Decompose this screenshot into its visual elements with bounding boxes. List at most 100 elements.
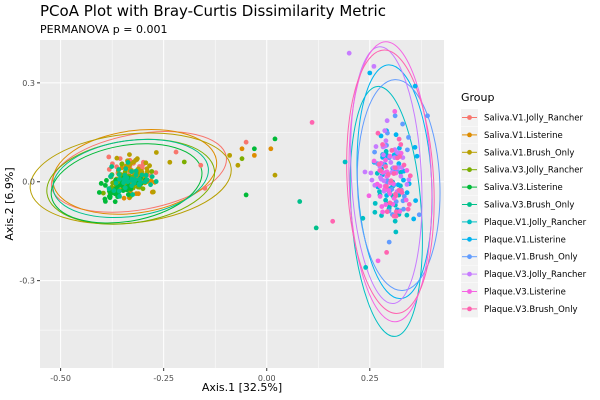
point-Plaque.V3.Jolly_Rancher	[381, 152, 386, 158]
point-Saliva.V3.Brush_Only	[143, 172, 149, 178]
point-Plaque.V3.Jolly_Rancher	[373, 144, 379, 149]
point-Saliva.V3.Listerine	[96, 190, 102, 195]
point-Plaque.V1.Listerine	[411, 216, 417, 222]
legend-key-point	[467, 115, 472, 120]
point-Saliva.V1.Brush_Only	[127, 152, 132, 157]
point-Saliva.V3.Brush_Only	[106, 186, 112, 192]
point-Plaque.V1.Jolly_Rancher	[377, 189, 382, 195]
point-Saliva.V1.Brush_Only	[114, 155, 120, 161]
point-Plaque.V3.Listerine	[403, 197, 409, 203]
point-Saliva.V1.Brush_Only	[167, 159, 173, 165]
legend: Group Saliva.V1.Jolly_Rancher Saliva.V1.L…	[461, 91, 587, 318]
point-Plaque.V3.Jolly_Rancher	[382, 128, 388, 134]
point-Saliva.V3.Listerine	[125, 192, 131, 197]
point-Saliva.V3.Jolly_Rancher	[100, 190, 106, 196]
point-Plaque.V3.Jolly_Rancher	[369, 177, 375, 183]
ellipse-Plaque.V3.Brush_Only	[346, 49, 435, 314]
point-Plaque.V3.Brush_Only	[391, 213, 397, 219]
point-Plaque.V3.Listerine	[379, 204, 385, 209]
point-Saliva.V3.Listerine	[102, 182, 108, 188]
point-Plaque.V3.Listerine	[377, 194, 383, 199]
point-Plaque.V1.Listerine	[414, 153, 420, 159]
point-Plaque.V1.Jolly_Rancher	[342, 159, 348, 165]
point-Plaque.V3.Brush_Only	[406, 202, 412, 207]
point-Saliva.V3.Brush_Only	[116, 172, 122, 177]
point-Saliva.V1.Listerine	[251, 152, 257, 158]
legend-label: Plaque.V3.Jolly_Rancher	[484, 270, 587, 280]
point-Saliva.V1.Brush_Only	[150, 189, 156, 195]
point-Saliva.V3.Jolly_Rancher	[239, 156, 245, 162]
point-Plaque.V1.Jolly_Rancher	[383, 149, 389, 154]
point-Plaque.V3.Brush_Only	[384, 184, 389, 189]
point-Saliva.V3.Jolly_Rancher	[149, 169, 155, 174]
chart-title: PCoA Plot with Bray-Curtis Dissimilarity…	[40, 2, 386, 20]
point-Plaque.V3.Jolly_Rancher	[381, 178, 387, 184]
point-Plaque.V3.Listerine	[397, 209, 403, 214]
point-Saliva.V3.Brush_Only	[129, 176, 135, 182]
point-Plaque.V3.Brush_Only	[396, 187, 402, 193]
x-tick-label: -0.50	[50, 374, 71, 383]
point-Plaque.V1.Listerine	[393, 132, 399, 138]
point-Plaque.V1.Brush_Only	[400, 121, 406, 127]
point-Plaque.V1.Brush_Only	[401, 206, 406, 212]
point-Saliva.V1.Jolly_Rancher	[243, 139, 249, 145]
point-Saliva.V3.Brush_Only	[313, 225, 319, 231]
point-Saliva.V3.Brush_Only	[121, 180, 127, 186]
point-Saliva.V1.Listerine	[133, 191, 139, 197]
point-Plaque.V1.Listerine	[378, 133, 384, 139]
point-Plaque.V3.Brush_Only	[378, 168, 384, 173]
point-Plaque.V3.Brush_Only	[388, 178, 394, 184]
grid-lines	[40, 40, 444, 368]
y-axis-title: Axis.2 [6.9%]	[3, 167, 16, 240]
point-Plaque.V3.Listerine	[380, 209, 386, 215]
legend-key-point	[467, 202, 472, 207]
point-Plaque.V1.Brush_Only	[372, 149, 377, 155]
legend-label: Plaque.V1.Listerine	[484, 235, 566, 245]
point-Plaque.V3.Listerine	[371, 158, 377, 164]
chart-subtitle: PERMANOVA p = 0.001	[40, 23, 167, 36]
point-Saliva.V3.Listerine	[98, 181, 104, 186]
legend-key-point	[467, 184, 472, 190]
point-Plaque.V3.Brush_Only	[398, 142, 404, 147]
point-Plaque.V1.Jolly_Rancher	[363, 265, 369, 270]
point-Saliva.V3.Brush_Only	[153, 179, 159, 184]
point-Plaque.V3.Brush_Only	[330, 218, 336, 224]
legend-key-point	[467, 149, 472, 155]
y-tick-label: 0.3	[22, 79, 35, 88]
point-Plaque.V3.Jolly_Rancher	[383, 138, 389, 144]
point-Plaque.V3.Jolly_Rancher	[346, 50, 352, 56]
point-Saliva.V3.Brush_Only	[148, 182, 153, 188]
point-Plaque.V1.Brush_Only	[392, 113, 398, 119]
point-Saliva.V3.Brush_Only	[113, 180, 119, 186]
point-Plaque.V3.Brush_Only	[309, 120, 315, 125]
point-Saliva.V3.Brush_Only	[122, 185, 128, 191]
legend-key-point	[467, 271, 472, 277]
point-Plaque.V1.Brush_Only	[406, 134, 411, 140]
point-Saliva.V1.Brush_Only	[143, 160, 149, 166]
point-Plaque.V1.Jolly_Rancher	[372, 209, 378, 215]
point-Plaque.V1.Listerine	[413, 198, 419, 204]
point-Saliva.V1.Jolly_Rancher	[173, 149, 179, 155]
ellipse-Saliva.V3.Listerine	[50, 143, 203, 224]
legend-key-point	[467, 219, 472, 225]
point-Saliva.V3.Brush_Only	[129, 169, 134, 174]
point-Saliva.V1.Listerine	[268, 146, 274, 152]
legend-key-point	[467, 132, 472, 138]
point-Plaque.V1.Listerine	[395, 182, 401, 188]
ellipse-Plaque.V3.Jolly_Rancher	[350, 46, 423, 305]
point-Plaque.V3.Jolly_Rancher	[388, 160, 394, 165]
y-tick-label: -0.3	[19, 277, 35, 286]
point-Saliva.V3.Brush_Only	[297, 199, 303, 204]
point-Saliva.V1.Listerine	[239, 146, 245, 152]
legend-key-point	[467, 306, 472, 312]
point-Plaque.V1.Brush_Only	[401, 193, 407, 199]
point-Plaque.V3.Brush_Only	[384, 209, 390, 215]
point-Plaque.V1.Listerine	[396, 145, 402, 151]
point-Saliva.V1.Jolly_Rancher	[202, 185, 208, 191]
legend-key-point	[467, 254, 472, 260]
point-Plaque.V3.Brush_Only	[395, 155, 400, 161]
point-Plaque.V1.Jolly_Rancher	[360, 215, 366, 221]
point-Plaque.V3.Brush_Only	[392, 165, 398, 171]
point-Plaque.V1.Listerine	[367, 70, 373, 76]
point-layer	[96, 50, 430, 270]
